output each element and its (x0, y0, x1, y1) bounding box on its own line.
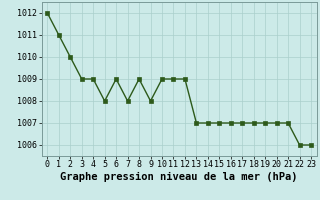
X-axis label: Graphe pression niveau de la mer (hPa): Graphe pression niveau de la mer (hPa) (60, 172, 298, 182)
